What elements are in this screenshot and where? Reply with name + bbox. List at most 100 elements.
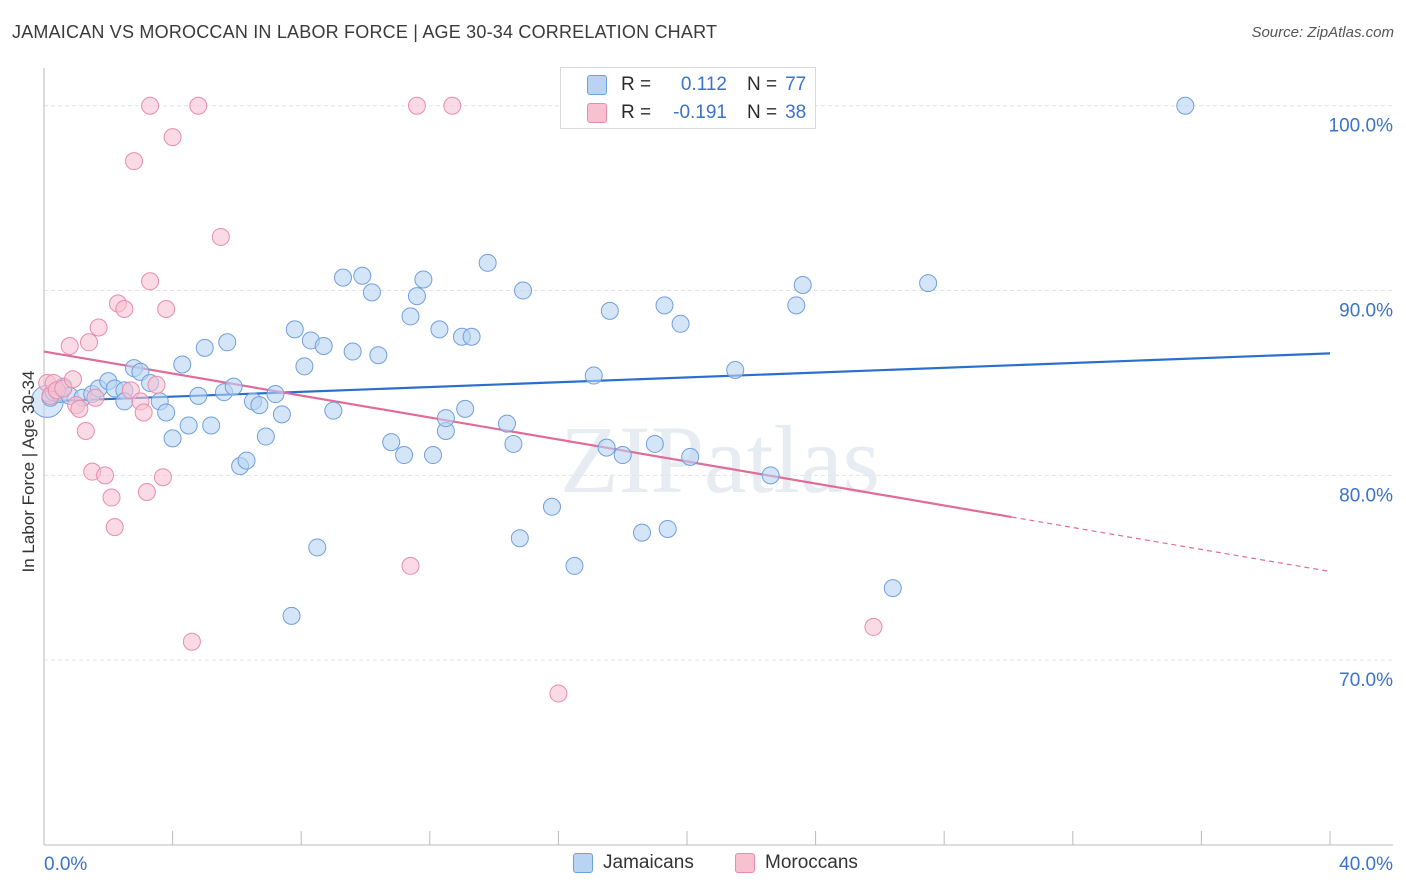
legend-n-value: 77 — [785, 74, 807, 95]
jamaicans-point — [430, 320, 449, 339]
moroccans-point — [157, 300, 176, 319]
jamaicans-point — [395, 446, 414, 465]
jamaicans-point — [195, 338, 214, 357]
jamaicans-point — [613, 446, 632, 465]
jamaicans-point — [584, 366, 603, 385]
jamaicans-point — [362, 283, 381, 302]
jamaicans-point — [202, 416, 221, 435]
stats-legend: R = 0.112 N = 77 R = -0.191 N = 38 — [560, 67, 816, 129]
jamaicans-point — [1176, 96, 1195, 115]
bottom-legend-jamaicans: Jamaicans — [573, 852, 694, 874]
jamaicans-point — [565, 556, 584, 575]
moroccans-point — [141, 96, 160, 115]
jamaicans-point — [436, 409, 455, 428]
jamaicans-point — [478, 253, 497, 272]
moroccans-point — [86, 388, 105, 407]
jamaicans-point — [282, 606, 301, 625]
jamaicans-legend-swatch — [573, 853, 593, 873]
moroccans-point — [102, 488, 121, 507]
y-tick-label: 90.0% — [1339, 301, 1393, 322]
jamaicans-point — [645, 434, 664, 453]
jamaicans-point — [424, 446, 443, 465]
jamaicans-point — [179, 416, 198, 435]
jamaicans-point — [510, 529, 529, 548]
jamaicans-point — [883, 579, 902, 598]
source-label: Source: ZipAtlas.com — [1251, 24, 1394, 41]
y-tick-label: 80.0% — [1339, 485, 1393, 506]
jamaicans-point — [726, 361, 745, 380]
jamaicans-point — [600, 301, 619, 320]
jamaicans-point — [189, 386, 208, 405]
moroccans-point — [137, 482, 156, 501]
moroccans-point — [89, 318, 108, 337]
jamaicans-point — [514, 281, 533, 300]
legend-n-value: 38 — [785, 102, 807, 123]
moroccans-point — [189, 96, 208, 115]
moroccans-point — [80, 333, 99, 352]
axes-layer — [43, 68, 1393, 846]
jamaicans-point — [671, 314, 690, 333]
jamaicans-point — [542, 497, 561, 516]
moroccans-point — [105, 518, 124, 537]
jamaicans-point — [333, 268, 352, 287]
moroccans-point — [549, 684, 568, 703]
y-axis-label: In Labor Force | Age 30-34 — [19, 371, 38, 573]
jamaicans-point — [272, 405, 291, 424]
jamaicans-point — [224, 377, 243, 396]
legend-r-label: R = — [621, 102, 652, 123]
moroccans-swatch — [587, 103, 607, 123]
moroccans-point — [211, 227, 230, 246]
jamaicans-point — [655, 296, 674, 315]
jamaicans-point — [793, 275, 812, 294]
moroccans-point — [70, 399, 89, 418]
jamaicans-point — [163, 429, 182, 448]
moroccans-point — [115, 300, 134, 319]
jamaicans-point — [308, 538, 327, 557]
moroccans-point — [125, 152, 144, 171]
jamaicans-point — [314, 336, 333, 355]
bottom-legend-moroccans: Moroccans — [735, 852, 858, 874]
jamaicans-point — [632, 523, 651, 542]
watermark: ZIPatlas — [560, 406, 880, 513]
legend-row-moroccans: R = -0.191 N = 38 — [587, 101, 806, 125]
moroccans-point — [864, 617, 883, 636]
jamaicans-point — [157, 403, 176, 422]
jamaicans-point — [256, 427, 275, 446]
moroccans-point — [134, 403, 153, 422]
jamaicans-point — [218, 333, 237, 352]
jamaicans-point — [382, 433, 401, 452]
jamaicans-point — [343, 342, 362, 361]
moroccans-point — [163, 128, 182, 147]
legend-row-jamaicans: R = 0.112 N = 77 — [587, 73, 806, 97]
moroccans-trend-extension — [1011, 516, 1331, 573]
x-tick-label: 0.0% — [44, 854, 87, 875]
moroccans-point — [60, 336, 79, 355]
jamaicans-trend-line — [43, 352, 1331, 403]
jamaicans-point — [173, 355, 192, 374]
chart-title: JAMAICAN VS MOROCCAN IN LABOR FORCE | AG… — [12, 22, 718, 42]
moroccans-point — [96, 466, 115, 485]
legend-n-label: N = — [747, 102, 778, 123]
jamaicans-point — [369, 346, 388, 365]
moroccans-trend-line — [43, 350, 1012, 519]
jamaicans-point — [497, 414, 516, 433]
moroccans-point — [407, 96, 426, 115]
jamaicans-point — [353, 266, 372, 285]
moroccans-point — [153, 468, 172, 487]
jamaicans-point — [295, 357, 314, 376]
jamaicans-point — [787, 296, 806, 315]
moroccans-point — [63, 370, 82, 389]
y-tick-label: 100.0% — [1329, 116, 1394, 137]
moroccans-point — [76, 422, 95, 441]
legend-r-label: R = — [621, 74, 652, 95]
jamaicans-point — [285, 320, 304, 339]
legend-jamaicans-label: Jamaicans — [603, 852, 694, 873]
x-tick-label: 40.0% — [1339, 854, 1393, 875]
jamaicans-point — [456, 399, 475, 418]
points-layer — [30, 96, 1195, 703]
jamaicans-point — [658, 519, 677, 538]
legend-moroccans-label: Moroccans — [765, 852, 858, 873]
jamaicans-swatch — [587, 75, 607, 95]
y-tick-label: 70.0% — [1339, 670, 1393, 691]
